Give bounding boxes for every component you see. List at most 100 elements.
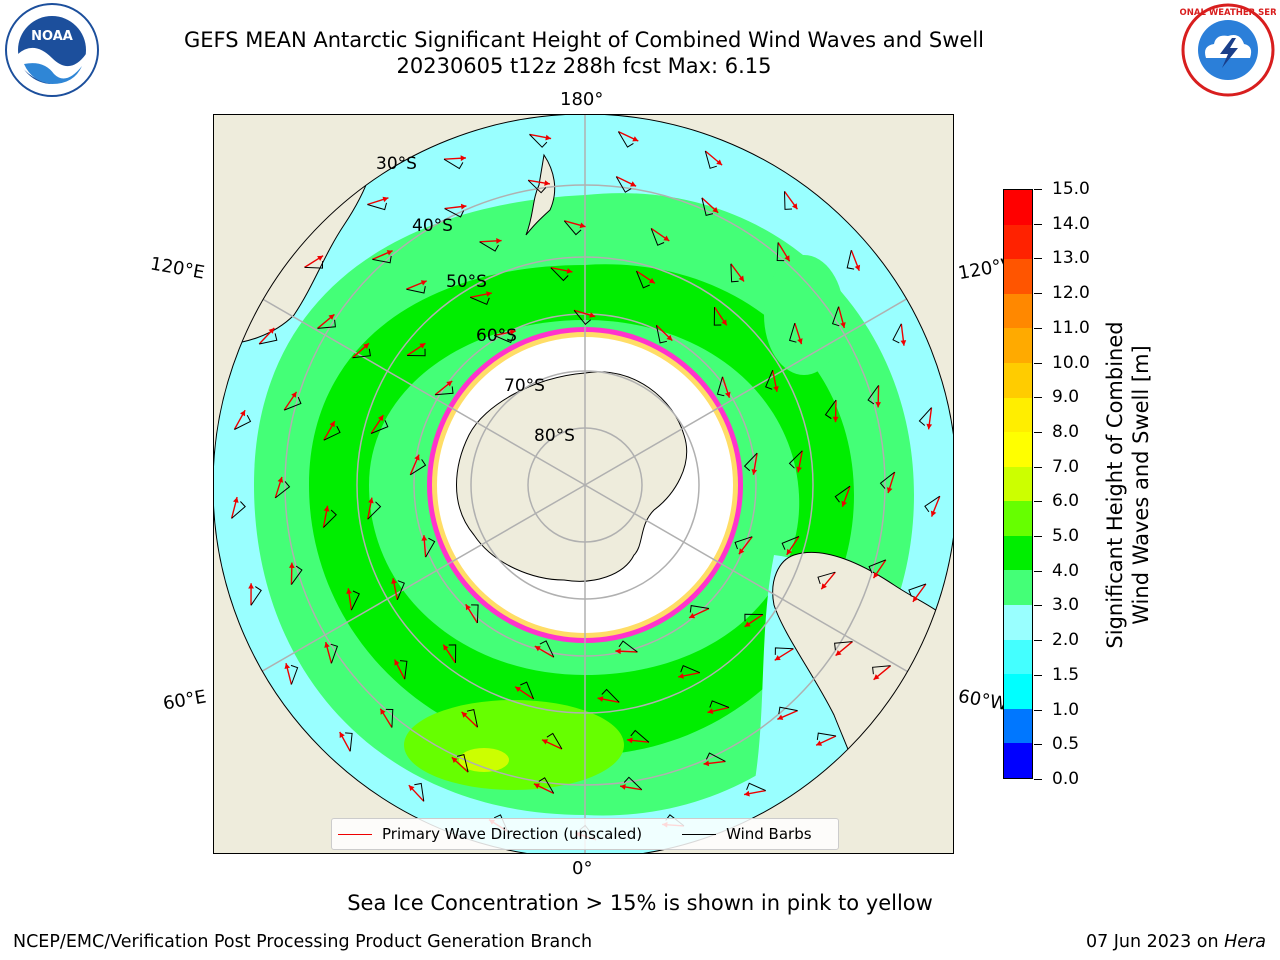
wind-barb xyxy=(443,158,464,170)
wind-barb xyxy=(471,604,479,624)
wave-arrow-head xyxy=(797,338,803,345)
wind-barb xyxy=(435,386,454,396)
wind-barb xyxy=(680,665,700,674)
wind-barb xyxy=(705,752,726,762)
wave-arrow-head xyxy=(233,497,239,503)
wind-barb xyxy=(290,664,299,685)
wave-arrow-head xyxy=(912,595,919,602)
wave-arrow-head xyxy=(620,784,626,790)
wave-arrow-head xyxy=(703,760,710,767)
wave-arrow-head xyxy=(240,410,246,417)
colorbar-segment xyxy=(1004,535,1032,571)
wind-barb xyxy=(372,255,392,264)
wave-arrow-head xyxy=(394,659,400,666)
wind-barb xyxy=(539,640,555,658)
chart-subtitle: 20230605 t12z 288h fcst Max: 6.15 xyxy=(396,54,772,78)
wave-arrow-head xyxy=(486,291,492,297)
wind-barb xyxy=(730,263,739,283)
legend-wave-line xyxy=(338,833,372,835)
wave-arrow-head xyxy=(386,250,393,256)
wind-barb xyxy=(924,495,941,513)
colorbar-tick-label: 6.0 xyxy=(1052,491,1080,512)
colorbar-tick xyxy=(1034,223,1042,225)
wind-barb xyxy=(734,536,753,550)
wave-arrow-head xyxy=(460,155,466,162)
wave-arrow-head xyxy=(446,381,453,387)
wave-arrow-head xyxy=(378,415,384,422)
wave-arrow-head xyxy=(840,322,846,328)
wave-arrow-head xyxy=(363,343,369,349)
wind-barb xyxy=(396,580,405,600)
wind-barb xyxy=(774,647,794,655)
wind-barb xyxy=(444,208,465,218)
wind-barb xyxy=(370,420,389,434)
noaa-logo-text: NOAA xyxy=(31,29,73,44)
colorbar-tick xyxy=(1034,779,1042,780)
wave-arrow-head xyxy=(542,739,548,745)
wave-arrow-head xyxy=(545,134,552,141)
wave-arrow-head xyxy=(465,604,471,611)
wind-barb xyxy=(425,537,436,558)
wind-barb xyxy=(250,586,262,606)
wave-band-6m xyxy=(459,748,509,772)
wind-barb xyxy=(636,270,650,289)
wind-barb xyxy=(470,296,490,305)
wind-barb xyxy=(701,197,714,217)
wave-arrow-head xyxy=(391,578,397,584)
wind-barb xyxy=(781,536,800,550)
wind-barb xyxy=(868,559,886,574)
new-zealand-landmass xyxy=(525,153,556,236)
wind-barb xyxy=(824,399,837,420)
colorbar-segment xyxy=(1004,293,1032,329)
wind-barb xyxy=(746,782,766,792)
wave-arrow-head xyxy=(408,785,415,791)
wave-arrow-head xyxy=(792,203,798,210)
colorbar-tick-label: 13.0 xyxy=(1052,248,1090,269)
footer-date-text: 07 Jun 2023 on xyxy=(1085,932,1225,952)
footer-date: 07 Jun 2023 on Hera xyxy=(1086,932,1266,952)
wave-arrow-head xyxy=(579,222,586,229)
wave-arrow-head xyxy=(821,583,827,590)
colorbar-title: Significant Height of Combined Wind Wave… xyxy=(1102,321,1154,648)
polar-map: 30°S 40°S 50°S 60°S 70°S 80°S xyxy=(213,114,954,854)
colorbar-segment xyxy=(1004,327,1032,363)
lat-label: 70°S xyxy=(504,376,545,396)
legend-item-wave: Primary Wave Direction (unscaled) xyxy=(332,825,642,843)
colorbar-tick-label: 4.0 xyxy=(1052,560,1080,581)
wind-barb xyxy=(323,509,337,528)
wind-barb xyxy=(879,471,896,489)
colorbar-tick xyxy=(1034,501,1042,503)
colorbar-tick-label: 8.0 xyxy=(1052,421,1080,442)
colorbar-tick-label: 15.0 xyxy=(1052,179,1090,199)
wind-barb xyxy=(846,250,855,270)
colorbar-tick xyxy=(1034,362,1042,364)
colorbar-segment xyxy=(1004,224,1032,260)
wave-arrow-head xyxy=(796,466,802,473)
wave-arrow-head xyxy=(420,280,427,286)
colorbar-tick-label: 5.0 xyxy=(1052,526,1080,547)
lat-label: 30°S xyxy=(376,154,417,174)
colorbar-tick-label: 0.0 xyxy=(1052,769,1080,789)
wind-barb xyxy=(704,150,717,169)
wind-barb xyxy=(601,688,620,703)
wave-arrow-head xyxy=(339,732,345,738)
wind-barb xyxy=(834,641,853,651)
wind-barb xyxy=(323,425,341,441)
wave-arrow-head xyxy=(461,711,468,718)
lon-label-180: 180° xyxy=(560,89,604,110)
colorbar-segment xyxy=(1004,397,1032,433)
wave-arrow-head xyxy=(678,673,684,679)
wind-barb xyxy=(908,583,927,597)
wind-barb xyxy=(713,307,722,326)
wave-arrow-head xyxy=(346,588,352,594)
wind-barb xyxy=(623,776,643,791)
wave-arrow-head xyxy=(534,646,541,652)
colorbar xyxy=(1003,189,1033,779)
wave-arrow-head xyxy=(774,655,781,661)
colorbar-segment xyxy=(1004,362,1032,398)
wind-barb xyxy=(414,782,425,802)
colorbar-segment xyxy=(1004,466,1032,502)
colorbar-tick xyxy=(1034,466,1042,468)
wind-barb xyxy=(274,481,291,499)
wave-arrow-head xyxy=(615,648,621,655)
